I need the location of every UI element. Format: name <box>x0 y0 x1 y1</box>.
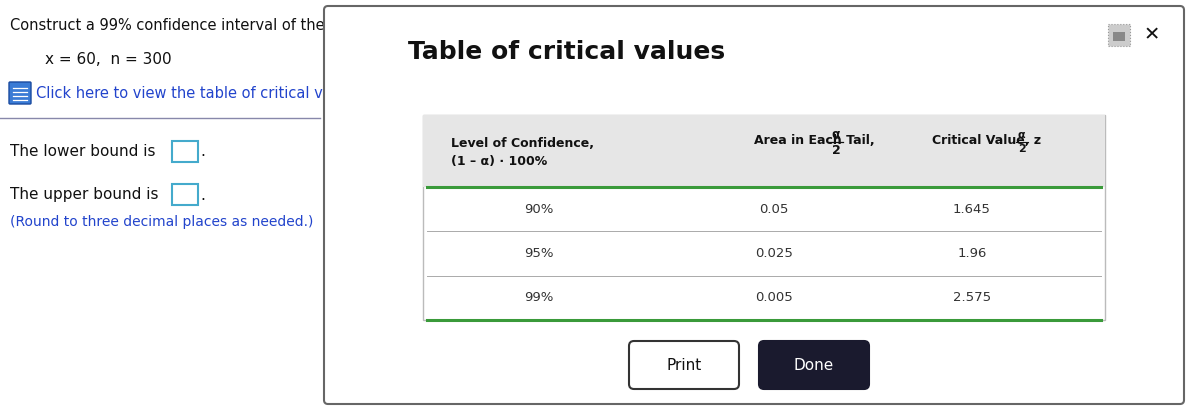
Text: .: . <box>200 144 205 160</box>
Text: The upper bound is: The upper bound is <box>10 188 158 203</box>
Text: 2.575: 2.575 <box>953 291 991 304</box>
Text: 99%: 99% <box>524 291 553 304</box>
Text: Construct a 99% confidence interval of the population proportion using the given: Construct a 99% confidence interval of t… <box>10 18 701 33</box>
Text: 1.645: 1.645 <box>953 203 991 216</box>
Text: 0.005: 0.005 <box>755 291 793 304</box>
Text: 1.96: 1.96 <box>958 247 986 260</box>
Text: The lower bound is: The lower bound is <box>10 144 156 160</box>
Bar <box>172 184 198 205</box>
Text: Click here to view the table of critical values.: Click here to view the table of critical… <box>36 85 367 101</box>
FancyBboxPatch shape <box>324 6 1184 404</box>
Text: ✕: ✕ <box>1144 26 1160 44</box>
FancyBboxPatch shape <box>10 82 31 104</box>
Bar <box>424 115 1105 187</box>
Text: Print: Print <box>666 357 702 372</box>
FancyBboxPatch shape <box>760 341 869 389</box>
Text: .: . <box>200 188 205 203</box>
Text: (1 – α) · 100%: (1 – α) · 100% <box>451 155 547 168</box>
Text: Level of Confidence,: Level of Confidence, <box>451 137 594 150</box>
Text: Critical Value, z: Critical Value, z <box>931 134 1040 147</box>
Bar <box>1114 32 1126 41</box>
Text: 90%: 90% <box>524 203 553 216</box>
Text: Done: Done <box>794 357 834 372</box>
Text: (Round to three decimal places as needed.): (Round to three decimal places as needed… <box>10 215 313 229</box>
Bar <box>424 115 1105 320</box>
Text: Table of critical values: Table of critical values <box>408 40 725 64</box>
Text: 2: 2 <box>832 144 840 157</box>
Bar <box>172 141 198 162</box>
Bar <box>1108 24 1130 46</box>
FancyBboxPatch shape <box>629 341 739 389</box>
Text: 0.025: 0.025 <box>755 247 793 260</box>
Text: α: α <box>1018 130 1026 140</box>
Text: 0.05: 0.05 <box>760 203 788 216</box>
Text: α: α <box>832 129 840 142</box>
Text: 2: 2 <box>1018 144 1026 154</box>
Text: Area in Each Tail,: Area in Each Tail, <box>754 134 883 147</box>
Text: x = 60,  n = 300: x = 60, n = 300 <box>46 52 172 67</box>
Text: 95%: 95% <box>524 247 553 260</box>
